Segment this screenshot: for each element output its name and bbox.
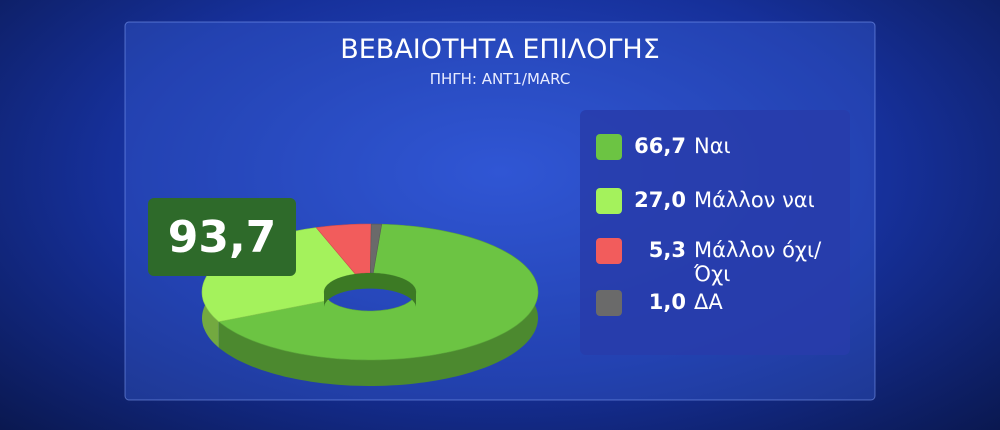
legend-label: Μάλλον ναι bbox=[694, 188, 815, 212]
value-label: 66,7 bbox=[634, 134, 686, 158]
legend: 66,7 Ναι 27,0 Μάλλον ναι 5,3 Μάλλον όχι/ Όχι 1… bbox=[580, 110, 850, 355]
chart-title: ΒΕΒΑΙΟΤΗΤΑ ΕΠΙΛΟΓΗΣ bbox=[340, 34, 660, 65]
legend-label: Ναι bbox=[694, 134, 731, 158]
value-label: 1,0 bbox=[648, 290, 686, 314]
legend-swatch bbox=[596, 238, 622, 264]
legend-item: 1,0 ΔΑ bbox=[596, 290, 844, 316]
legend-swatch bbox=[596, 188, 622, 214]
legend-label: Μάλλον όχι/ Όχι bbox=[694, 238, 822, 286]
value-label: 27,0 bbox=[634, 188, 686, 212]
inner-wall bbox=[324, 273, 416, 308]
legend-item: 5,3 Μάλλον όχι/ Όχι bbox=[596, 238, 844, 286]
legend-item: 27,0 Μάλλον ναι bbox=[596, 188, 844, 214]
chart-subtitle: ΠΗΓΗ: ΑΝΤ1/MARC bbox=[429, 70, 571, 88]
legend-swatch bbox=[596, 290, 622, 316]
legend-label: ΔΑ bbox=[694, 290, 723, 314]
legend-item: 66,7 Ναι bbox=[596, 134, 844, 160]
value-label: 5,3 bbox=[648, 238, 686, 262]
legend-swatch bbox=[596, 134, 622, 160]
annotation: 93,7 bbox=[148, 198, 296, 276]
